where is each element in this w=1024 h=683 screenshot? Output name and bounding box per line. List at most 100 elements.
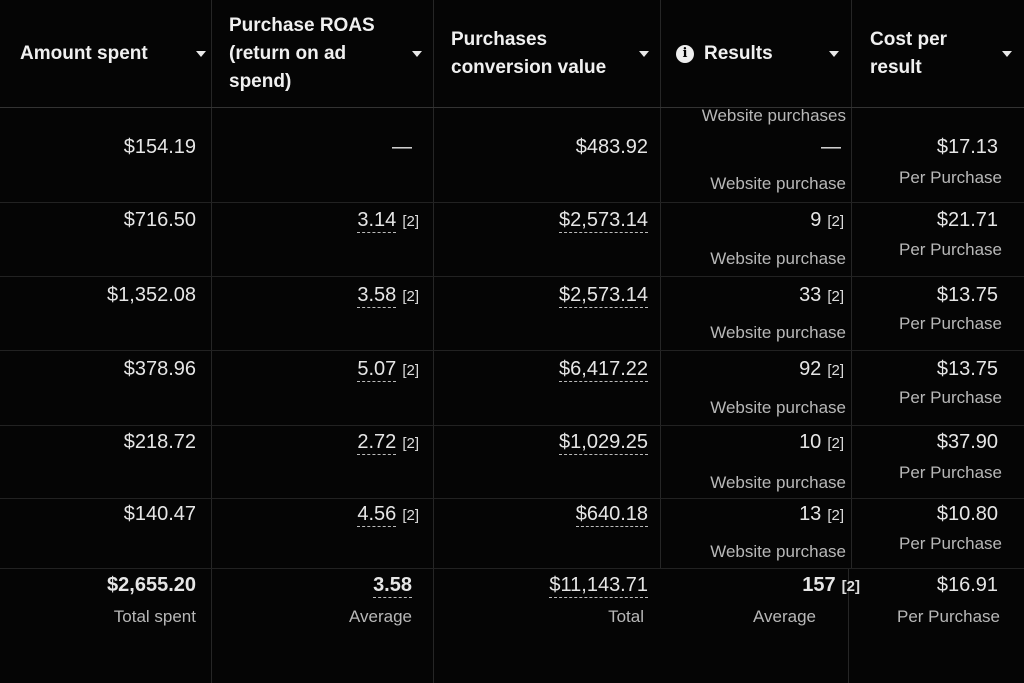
- footnote-marker[interactable]: [2]: [402, 288, 419, 305]
- sort-caret-icon[interactable]: [412, 51, 422, 57]
- results-cell: 33 [2]: [799, 284, 844, 307]
- footnote-marker[interactable]: [2]: [402, 507, 419, 524]
- header-divider: [0, 107, 1024, 108]
- sort-caret-icon[interactable]: [639, 51, 649, 57]
- cost-type-label: Per Purchase: [899, 388, 1002, 407]
- average-roas-label: Average: [348, 607, 412, 626]
- header-label: Amount spent: [20, 43, 148, 64]
- cost-type-label: Per Purchase: [899, 463, 1002, 482]
- row-divider: [0, 276, 1024, 277]
- amount-spent-cell: $154.19: [123, 136, 196, 158]
- sort-caret-icon[interactable]: [196, 51, 206, 57]
- row-divider: [0, 498, 1024, 499]
- cost-per-result-cell: $37.90: [936, 431, 998, 453]
- cost-type-label: Per Purchase: [899, 168, 1002, 187]
- total-results-label: Average: [752, 607, 816, 626]
- total-amount-spent-value: $2,655.20: [107, 574, 196, 596]
- roas-cell-value[interactable]: 2.72: [357, 431, 397, 455]
- conversion-value-cell[interactable]: $1,029.25: [559, 431, 648, 455]
- header-label: Cost per result: [870, 29, 948, 78]
- amount-spent-cell: $378.96: [123, 358, 196, 380]
- results-cell-value: 9: [810, 209, 822, 231]
- total-conversion-value[interactable]: $11,143.71: [549, 574, 648, 598]
- cost-type-label: Per Purchase: [899, 240, 1002, 259]
- column-divider: [433, 0, 434, 683]
- conversion-value-cell-value[interactable]: $1,029.25: [559, 431, 648, 455]
- total-cost-label: Per Purchase: [897, 607, 1000, 626]
- results-cell-value: 13: [799, 503, 822, 525]
- roas-cell[interactable]: 5.07 [2]: [357, 358, 419, 382]
- amount-spent-cell: $218.72: [123, 431, 196, 453]
- roas-cell-value[interactable]: 5.07: [357, 358, 397, 382]
- conversion-value-cell: $483.92: [576, 136, 648, 159]
- footnote-marker[interactable]: [2]: [841, 578, 860, 595]
- average-roas[interactable]: 3.58: [373, 574, 412, 598]
- roas-cell[interactable]: 2.72 [2]: [357, 431, 419, 455]
- roas-cell-value[interactable]: 3.14: [357, 209, 397, 233]
- footnote-marker[interactable]: [2]: [402, 213, 419, 230]
- amount-spent-cell: $716.50: [123, 209, 196, 231]
- cost-per-result-cell: $10.80: [936, 503, 998, 525]
- footnote-marker[interactable]: [2]: [827, 288, 844, 305]
- conversion-value-cell[interactable]: $6,417.22: [559, 358, 648, 382]
- roas-cell[interactable]: 4.56 [2]: [357, 503, 419, 527]
- total-results: 157 [2]: [802, 574, 860, 597]
- total-amount-spent-label: Total spent: [113, 607, 196, 626]
- total-cost-per-result-value: $16.91: [936, 574, 998, 596]
- column-divider: [851, 0, 852, 568]
- cost-per-result-cell: $13.75: [936, 358, 998, 380]
- conversion-value-cell-value[interactable]: $2,573.14: [559, 284, 648, 308]
- column-header-amount-spent[interactable]: Amount spent: [20, 0, 206, 108]
- total-conversion-value-value[interactable]: $11,143.71: [549, 574, 648, 598]
- sort-caret-icon[interactable]: [1002, 51, 1012, 57]
- roas-cell: —: [392, 136, 412, 159]
- cost-per-result-cell: $13.75: [936, 284, 998, 306]
- roas-cell[interactable]: 3.14 [2]: [357, 209, 419, 233]
- conversion-value-cell[interactable]: $640.18: [575, 503, 648, 527]
- column-header-cost-per-result[interactable]: Cost per result: [870, 0, 1012, 108]
- results-type-label: Website purchase: [710, 473, 846, 492]
- results-cell-value: 92: [799, 358, 822, 380]
- header-label: Purchases conversion value: [451, 29, 607, 78]
- results-type-label: Website purchase: [710, 249, 846, 268]
- row-divider: [0, 202, 1024, 203]
- conversion-value-cell[interactable]: $2,573.14: [559, 209, 648, 233]
- header-label: Results: [704, 43, 773, 64]
- footnote-marker[interactable]: [2]: [827, 507, 844, 524]
- results-type-label: Website purchase: [710, 323, 846, 342]
- column-divider: [848, 568, 849, 683]
- roas-cell-value[interactable]: 4.56: [357, 503, 397, 527]
- results-cell-value: 10: [799, 431, 822, 453]
- results-cell-value: —: [821, 136, 841, 158]
- amount-spent-cell: $1,352.08: [107, 284, 196, 306]
- roas-cell[interactable]: 3.58 [2]: [357, 284, 419, 308]
- results-type-label: Website purchase: [710, 174, 846, 193]
- conversion-value-cell[interactable]: $2,573.14: [559, 284, 648, 308]
- total-conversion-value-label: Total: [608, 607, 644, 626]
- footnote-marker[interactable]: [2]: [402, 435, 419, 452]
- total-results-value: 157: [802, 574, 836, 596]
- row-divider: [0, 568, 1024, 569]
- conversion-value-cell-value[interactable]: $6,417.22: [559, 358, 648, 382]
- results-type-label: Website purchases: [701, 106, 846, 125]
- results-type-label: Website purchase: [710, 542, 846, 561]
- info-icon[interactable]: i: [676, 45, 694, 63]
- results-cell-value: 33: [799, 284, 822, 306]
- sort-caret-icon[interactable]: [829, 51, 839, 57]
- column-header-conversion-value[interactable]: Purchases conversion value: [451, 0, 649, 108]
- amount-spent-cell: $140.47: [123, 503, 196, 525]
- footnote-marker[interactable]: [2]: [402, 362, 419, 379]
- roas-cell-value[interactable]: 3.58: [357, 284, 397, 308]
- average-roas-value[interactable]: 3.58: [373, 574, 412, 598]
- conversion-value-cell-value[interactable]: $640.18: [575, 503, 648, 527]
- column-header-results[interactable]: i Results: [676, 0, 839, 108]
- footnote-marker[interactable]: [2]: [827, 435, 844, 452]
- footnote-marker[interactable]: [2]: [827, 213, 844, 230]
- total-amount-spent: $2,655.20: [107, 574, 196, 597]
- column-header-purchase-roas[interactable]: Purchase ROAS (return on ad spend): [229, 0, 422, 108]
- column-divider: [660, 0, 661, 568]
- conversion-value-cell-value: $483.92: [575, 136, 648, 158]
- results-cell: 9 [2]: [810, 209, 844, 232]
- conversion-value-cell-value[interactable]: $2,573.14: [559, 209, 648, 233]
- footnote-marker[interactable]: [2]: [827, 362, 844, 379]
